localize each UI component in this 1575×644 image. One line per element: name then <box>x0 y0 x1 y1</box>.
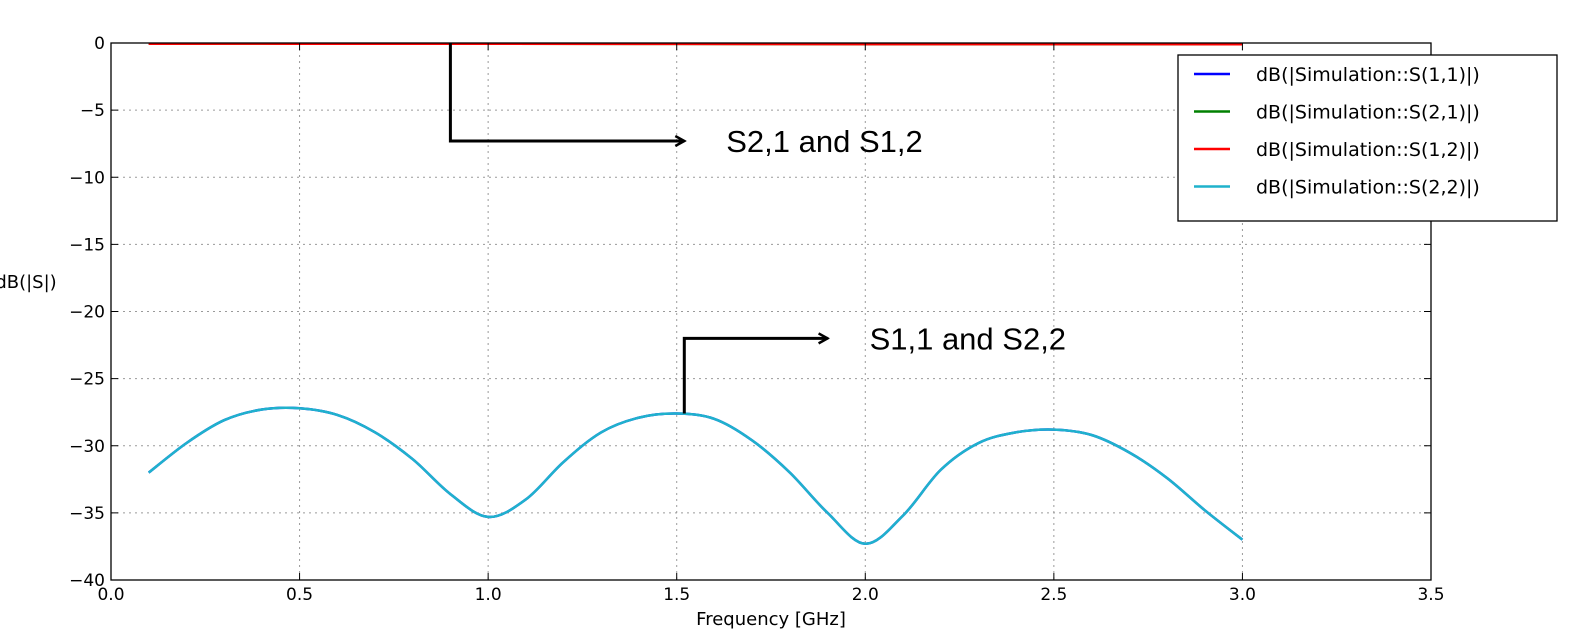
x-tick-label: 2.0 <box>852 585 879 605</box>
series-layer <box>147 43 1244 546</box>
x-tick-label: 0.5 <box>286 585 313 605</box>
x-tick-label: 0.0 <box>97 585 124 605</box>
x-axis-label: Frequency [GHz] <box>696 609 846 630</box>
y-tick-label: −30 <box>69 437 105 457</box>
y-tick-label: −40 <box>69 571 105 591</box>
legend: dB(|Simulation::S(1,1)|)dB(|Simulation::… <box>1177 54 1558 222</box>
x-tick-label: 3.0 <box>1229 585 1256 605</box>
y-tick-label: −35 <box>69 504 105 524</box>
y-tick-label: 0 <box>94 34 105 54</box>
annotation-arrow-1 <box>448 43 684 141</box>
y-axis-label: dB(|S|) <box>0 272 57 293</box>
y-tick-label: −15 <box>69 235 105 255</box>
legend-entry: dB(|Simulation::S(2,2)|) <box>1256 177 1480 199</box>
legend-entry: dB(|Simulation::S(1,2)|) <box>1256 139 1480 161</box>
annotations: S2,1 and S1,2 S1,1 and S2,2 <box>448 43 1067 414</box>
annotation-label-2: S1,1 and S2,2 <box>870 321 1067 356</box>
x-tick-label: 1.0 <box>475 585 502 605</box>
series-line-4 <box>147 406 1244 546</box>
legend-entry: dB(|Simulation::S(1,1)|) <box>1256 64 1480 86</box>
y-tick-label: −5 <box>80 101 105 121</box>
x-tick-label: 2.5 <box>1040 585 1067 605</box>
y-tick-label: −10 <box>69 168 105 188</box>
series-line-3 <box>148 43 1243 46</box>
x-tick-label: 1.5 <box>663 585 690 605</box>
annotation-arrow-2 <box>682 338 827 414</box>
y-tick-label: −20 <box>69 303 105 323</box>
x-tick-label: 3.5 <box>1417 585 1444 605</box>
legend-entry: dB(|Simulation::S(2,1)|) <box>1256 102 1480 124</box>
legend-box <box>1177 54 1558 222</box>
series-line-1 <box>147 406 1244 546</box>
axis-ticks: 0.0 0.5 1.0 1.5 2.0 2.5 3.0 3.5 0 −5 −10 −15 −20 −25 −… <box>69 34 1444 605</box>
y-tick-label: −25 <box>69 370 105 390</box>
annotation-label-1: S2,1 and S1,2 <box>726 124 923 159</box>
